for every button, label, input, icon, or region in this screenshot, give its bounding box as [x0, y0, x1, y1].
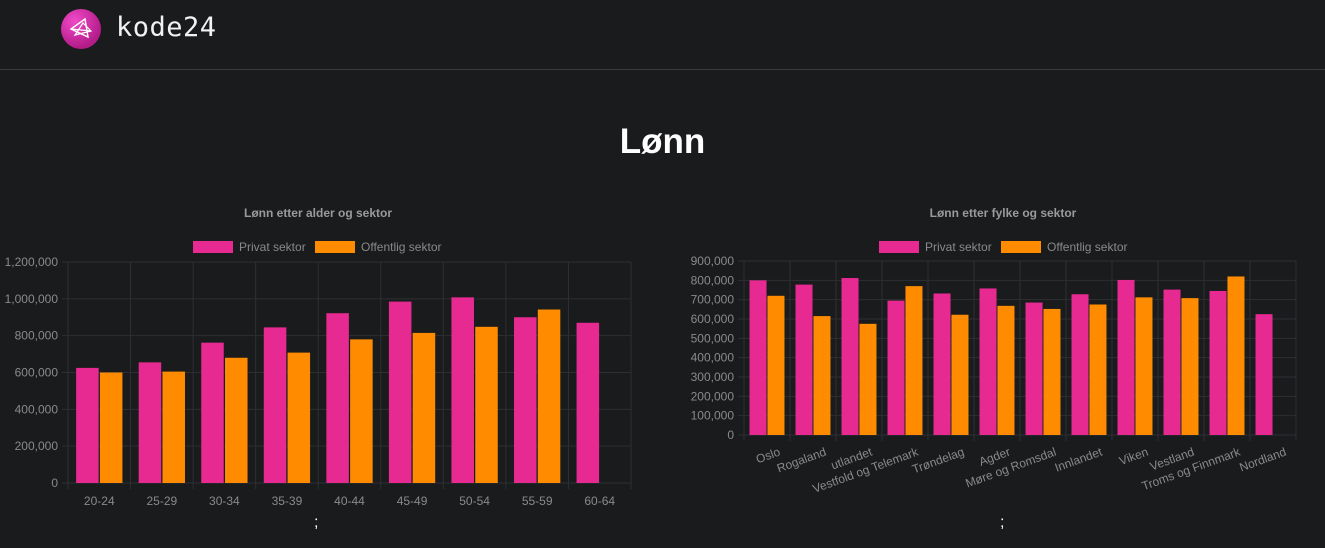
bar-offentlig [537, 309, 561, 483]
top-navigation-bar: kode24 [0, 0, 1325, 70]
bar-privat [1255, 314, 1273, 435]
y-tick-label: 600,000 [691, 312, 735, 326]
bar-offentlig [162, 371, 185, 483]
x-tick-label: 40-44 [334, 494, 365, 508]
x-tick-label: 30-34 [209, 494, 240, 508]
y-tick-label: 700,000 [691, 293, 735, 307]
bar-privat [1117, 279, 1135, 435]
chart-title: Lønn etter alder og sektor [244, 206, 392, 220]
y-tick-label: 0 [51, 476, 58, 490]
y-tick-label: 800,000 [691, 273, 735, 287]
bar-privat [514, 317, 537, 483]
bar-privat [76, 367, 99, 483]
x-tick-label: 60-64 [584, 494, 615, 508]
x-tick-label: Viken [1117, 445, 1150, 468]
bar-privat [263, 327, 287, 483]
chart-title: Lønn etter fylke og sektor [930, 206, 1077, 220]
bar-offentlig [287, 352, 311, 483]
legend-swatch-privat [193, 241, 233, 253]
bar-privat [388, 301, 412, 483]
chart-age-sector: Lønn etter alder og sektor Privat sektor O… [5, 206, 632, 508]
bar-privat [326, 313, 349, 483]
y-tick-label: 400,000 [691, 351, 735, 365]
bar-offentlig [767, 295, 785, 435]
bar-offentlig [412, 332, 436, 483]
separator-right: ; [1000, 514, 1005, 531]
y-tick-label: 300,000 [691, 370, 735, 384]
y-tick-label: 600,000 [15, 366, 59, 380]
bar-privat [979, 288, 997, 435]
legend-label-privat: Privat sektor [239, 240, 306, 254]
x-tick-label: Nordland [1237, 445, 1288, 475]
x-tick-label: Trøndelag [910, 445, 966, 477]
bar-offentlig [1227, 276, 1245, 435]
bar-privat [1209, 290, 1227, 435]
bar-privat [138, 362, 162, 483]
x-tick-label: 25-29 [146, 494, 177, 508]
bar-offentlig [813, 316, 831, 435]
bar-privat [1071, 294, 1089, 435]
x-tick-label: 55-59 [522, 494, 553, 508]
bar-privat [841, 278, 859, 435]
bar-privat [933, 293, 951, 435]
x-tick-label: 50-54 [459, 494, 490, 508]
bar-privat [887, 300, 905, 435]
y-tick-label: 200,000 [691, 389, 735, 403]
bar-offentlig [1135, 297, 1153, 435]
legend-label-offentlig: Offentlig sektor [1047, 240, 1127, 254]
y-tick-label: 200,000 [15, 439, 59, 453]
legend-label-offentlig: Offentlig sektor [361, 240, 441, 254]
bar-offentlig [350, 339, 373, 483]
x-tick-label: Rogaland [775, 445, 828, 476]
legend-swatch-offentlig [315, 241, 355, 253]
bar-offentlig [1089, 304, 1107, 435]
y-tick-label: 1,000,000 [5, 292, 59, 306]
bar-offentlig [1181, 298, 1199, 435]
y-tick-label: 800,000 [15, 329, 59, 343]
bar-offentlig [997, 305, 1015, 435]
y-tick-label: 900,000 [691, 254, 735, 268]
legend-swatch-offentlig [1001, 241, 1041, 253]
bar-offentlig [1043, 308, 1061, 435]
bar-offentlig [475, 326, 498, 483]
legend-label-privat: Privat sektor [925, 240, 992, 254]
x-tick-label: 35-39 [272, 494, 303, 508]
bar-privat [795, 284, 813, 435]
bar-offentlig [905, 286, 923, 435]
legend-swatch-privat [879, 241, 919, 253]
bar-offentlig [99, 372, 123, 483]
bar-privat [576, 322, 600, 483]
bar-privat [749, 280, 767, 435]
bar-privat [1163, 289, 1181, 435]
page-title: Lønn [619, 122, 706, 161]
y-tick-label: 100,000 [691, 409, 735, 423]
logo-text[interactable]: kode24 [116, 12, 217, 43]
x-tick-label: 20-24 [84, 494, 115, 508]
bar-offentlig [951, 314, 969, 435]
bar-offentlig [225, 357, 248, 483]
y-tick-label: 1,200,000 [5, 255, 59, 269]
y-tick-label: 0 [727, 428, 734, 442]
y-tick-label: 500,000 [691, 331, 735, 345]
bar-offentlig [859, 323, 877, 435]
kode24-logo-icon[interactable] [61, 9, 101, 49]
x-tick-label: Møre og Romsdal [964, 445, 1058, 491]
bar-privat [451, 297, 474, 483]
bar-privat [201, 342, 224, 483]
y-tick-label: 400,000 [15, 402, 59, 416]
bar-privat [1025, 302, 1043, 435]
separator-left: ; [314, 514, 319, 531]
x-tick-label: 45-49 [397, 494, 428, 508]
x-tick-label: Innlandet [1053, 444, 1105, 474]
